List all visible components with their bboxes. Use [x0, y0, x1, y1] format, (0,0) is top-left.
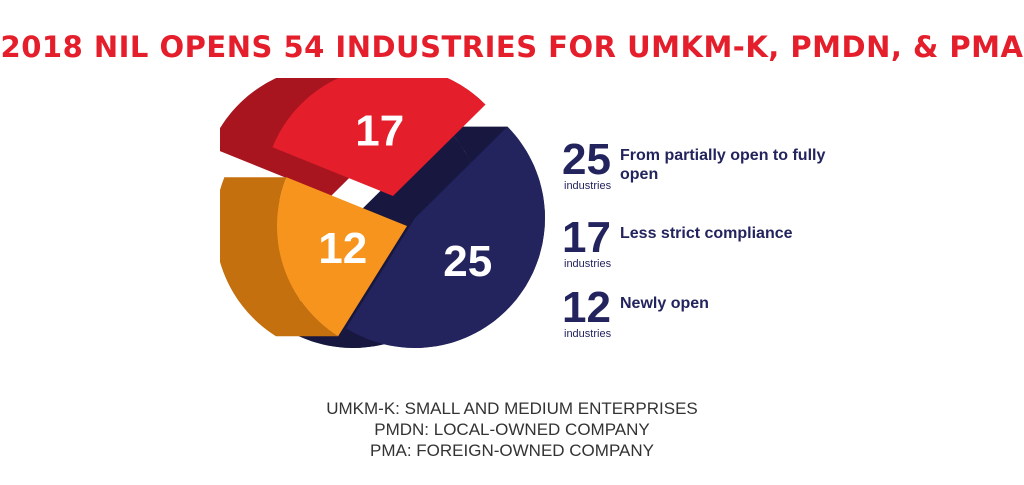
pie-chart: 17 25 12	[220, 78, 545, 348]
legend-label: Less strict compliance	[620, 225, 793, 242]
footnotes: UMKM-K: SMALL AND MEDIUM ENTERPRISES PMD…	[0, 398, 1024, 461]
pie-slice-band	[220, 177, 339, 337]
pie-tops	[272, 78, 545, 348]
pie-slice-value-label: 25	[443, 237, 492, 286]
legend-value: 12	[562, 283, 611, 332]
legend-item-partially-to-fully-open: 25 industries From partially open to ful…	[562, 138, 862, 198]
pie-slice	[277, 177, 407, 337]
footnote-umkm-k: UMKM-K: SMALL AND MEDIUM ENTERPRISES	[326, 399, 698, 418]
legend-unit: industries	[564, 328, 612, 340]
footnote-pmdn: PMDN: LOCAL-OWNED COMPANY	[374, 420, 650, 439]
pie-slice	[272, 78, 486, 196]
pie-slice-value-label: 12	[318, 224, 367, 273]
legend-label: From partially open to fully open	[620, 147, 826, 183]
legend-value: 25	[562, 135, 611, 184]
legend-item-newly-open: 12 industries Newly open	[562, 286, 862, 346]
legend-value: 17	[562, 213, 611, 262]
pie-labels: 17 25 12	[318, 107, 492, 287]
legend-unit: industries	[564, 258, 612, 270]
legend-label: Newly open	[620, 295, 709, 312]
legend-item-less-strict-compliance: 17 industries Less strict compliance	[562, 216, 862, 276]
legend-unit: industries	[564, 180, 612, 192]
pie-slice-value-label: 17	[355, 107, 404, 156]
pie-slice	[346, 126, 545, 348]
footnote-pma: PMA: FOREIGN-OWNED COMPANY	[370, 441, 654, 460]
chart-title: 2018 NIL OPENS 54 INDUSTRIES FOR UMKM-K,…	[0, 30, 1024, 64]
